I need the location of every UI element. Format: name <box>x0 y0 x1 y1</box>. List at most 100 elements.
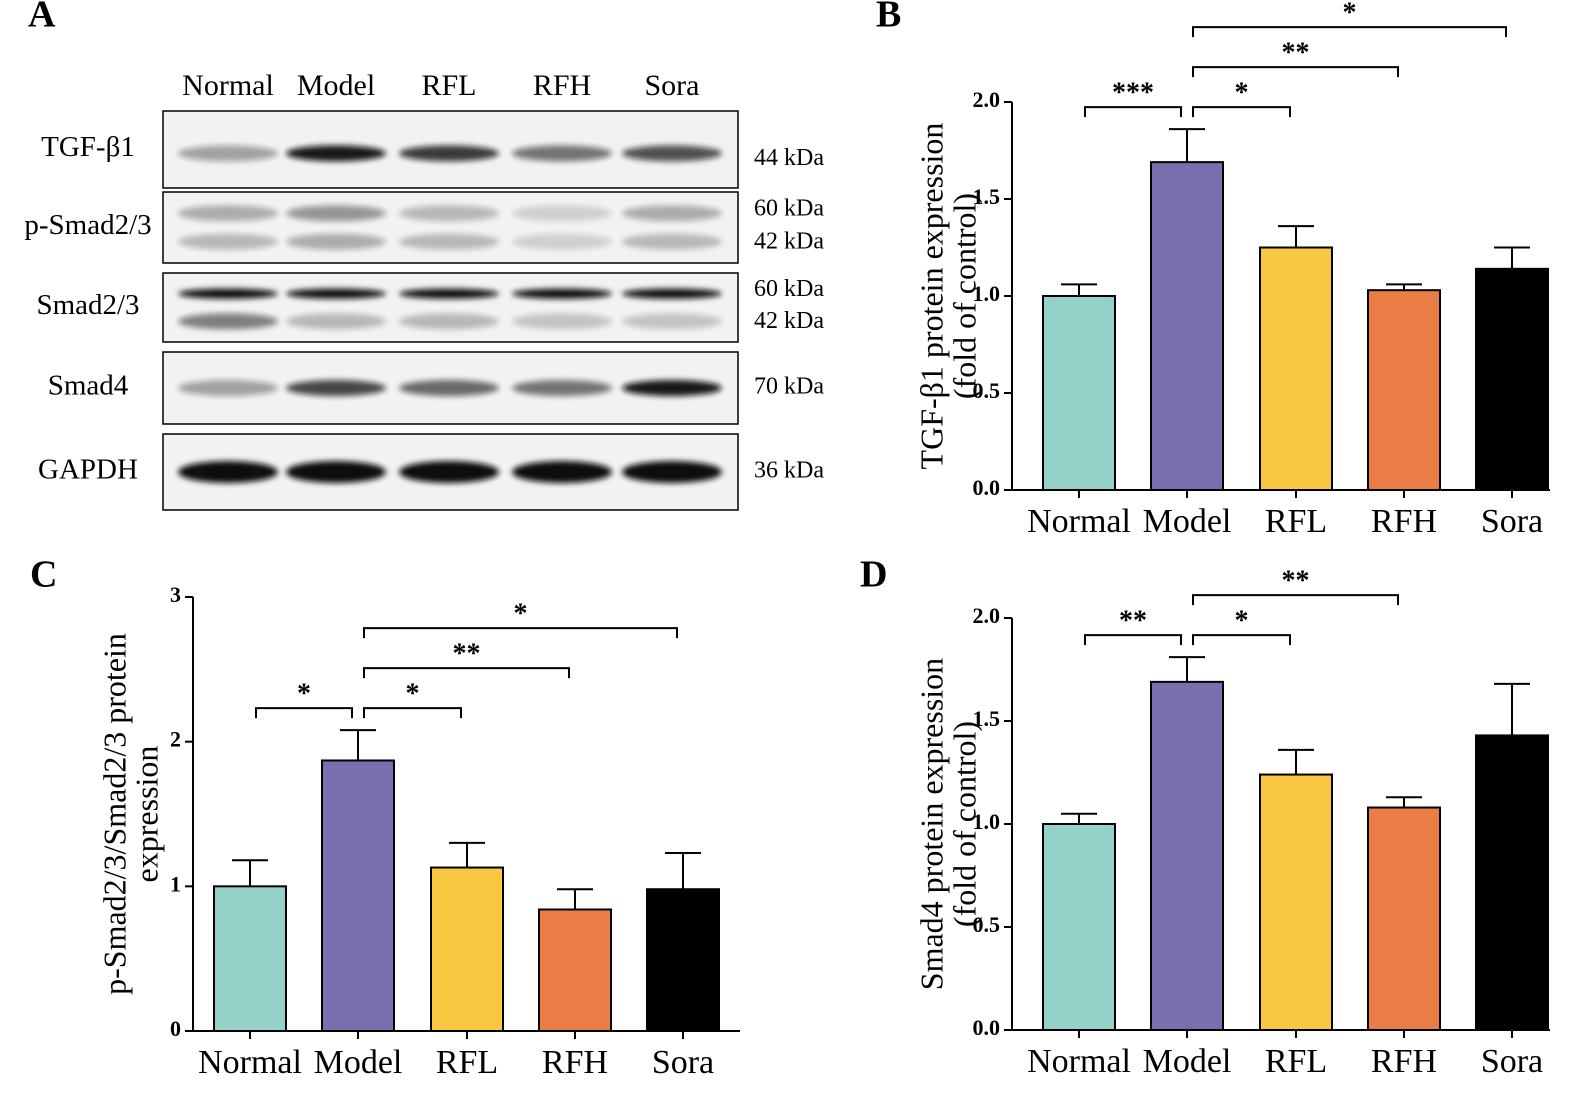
significance-label: * <box>1235 606 1249 637</box>
size-label: 60 kDa <box>754 195 824 221</box>
blot-band <box>286 233 386 250</box>
bar <box>1259 246 1333 491</box>
size-label: 44 kDa <box>754 145 824 171</box>
significance-label: * <box>1235 78 1249 109</box>
x-tick-label: Sora <box>652 1044 714 1081</box>
blot-band <box>512 145 612 162</box>
row-label: TGF-β1 <box>41 131 135 163</box>
blot-band <box>178 380 278 396</box>
y-axis-label: Smad4 protein expression <box>913 658 949 990</box>
blot-band <box>512 461 612 483</box>
y-tick-label: 0.0 <box>973 475 1001 500</box>
blot-band <box>622 233 722 250</box>
lane-label: Model <box>297 69 375 102</box>
lane-label: Sora <box>645 69 700 102</box>
x-tick-label: Normal <box>1027 1043 1131 1080</box>
blot-band <box>622 288 722 299</box>
lane-label: Normal <box>182 69 274 102</box>
blot-band <box>399 205 499 222</box>
blot-band <box>512 313 612 330</box>
bar <box>1150 161 1224 491</box>
blot-band <box>399 461 499 483</box>
significance-label: * <box>406 679 420 710</box>
blot-band <box>178 205 278 222</box>
significance-label: * <box>514 599 528 630</box>
blot-frame <box>162 191 739 264</box>
blot-band <box>622 380 722 396</box>
x-tick-label: Model <box>314 1044 403 1081</box>
size-label: 70 kDa <box>754 374 824 400</box>
lane-label: RFH <box>533 69 591 102</box>
lane-label: RFL <box>421 69 476 102</box>
size-label: 36 kDa <box>754 458 824 484</box>
blot-band <box>399 313 499 330</box>
panel-label: C <box>30 554 57 596</box>
bar <box>1367 806 1441 1032</box>
blot-band <box>286 313 386 330</box>
y-tick-label: 1.5 <box>973 184 1001 209</box>
x-tick-label: RFL <box>1265 1043 1327 1080</box>
significance-bracket <box>363 707 462 719</box>
panel-label: A <box>28 0 56 36</box>
y-tick-label: 2.0 <box>973 603 1001 628</box>
blot-band <box>399 145 499 162</box>
y-tick-label: 2.0 <box>973 87 1001 112</box>
significance-bracket <box>1084 634 1182 646</box>
significance-bracket <box>1192 594 1399 606</box>
bar <box>1475 734 1549 1031</box>
significance-bracket <box>1192 106 1291 118</box>
y-axis-label: p-Smad2/3/Smad2/3 protein <box>96 633 132 995</box>
significance-label: *** <box>1112 78 1154 109</box>
row-label: p-Smad2/3 <box>24 209 151 241</box>
blot-band <box>399 233 499 250</box>
significance-label: ** <box>1282 566 1310 597</box>
blot-band <box>178 288 278 299</box>
bar <box>430 866 504 1032</box>
y-tick-label: 1.0 <box>973 809 1001 834</box>
significance-bracket <box>1192 66 1399 78</box>
y-tick-label: 1.5 <box>973 706 1001 731</box>
blot-band <box>178 313 278 330</box>
blot-band <box>286 288 386 299</box>
row-label: GAPDH <box>38 454 138 486</box>
y-axis-label: TGF-β1 protein expression <box>913 123 949 470</box>
x-tick-label: RFH <box>542 1044 608 1081</box>
blot-band <box>622 313 722 330</box>
x-tick-label: RFL <box>1265 503 1327 540</box>
blot-band <box>178 461 278 483</box>
size-label: 60 kDa <box>754 276 824 302</box>
blot-band <box>178 145 278 162</box>
blot-band <box>622 205 722 222</box>
blot-band <box>399 380 499 396</box>
y-tick-label: 0.5 <box>973 912 1001 937</box>
y-axis-label: (fold of control) <box>946 721 982 927</box>
blot-band <box>286 380 386 396</box>
bar <box>213 885 287 1032</box>
significance-bracket <box>363 667 570 679</box>
x-tick-label: Sora <box>1481 1043 1543 1080</box>
y-tick-label: 1.0 <box>973 281 1001 306</box>
y-tick-label: 3 <box>170 582 181 607</box>
blot-band <box>622 461 722 483</box>
bar <box>1042 295 1116 491</box>
size-label: 42 kDa <box>754 308 824 334</box>
y-tick-label: 0.0 <box>973 1015 1001 1040</box>
significance-label: ** <box>1282 38 1310 69</box>
bar <box>1475 267 1549 491</box>
y-tick-label: 2 <box>170 727 181 752</box>
significance-bracket <box>255 707 353 719</box>
significance-label: ** <box>453 639 481 670</box>
blot-band <box>512 205 612 222</box>
y-tick-label: 1 <box>170 871 181 896</box>
x-tick-label: Model <box>1143 503 1232 540</box>
bar <box>1042 823 1116 1031</box>
blot-band <box>512 288 612 299</box>
bar <box>646 888 720 1033</box>
x-tick-label: Sora <box>1481 503 1543 540</box>
size-label: 42 kDa <box>754 229 824 255</box>
x-tick-label: Normal <box>198 1044 302 1081</box>
row-label: Smad4 <box>48 370 129 402</box>
significance-bracket <box>363 627 678 639</box>
y-tick-label: 0.5 <box>973 378 1001 403</box>
